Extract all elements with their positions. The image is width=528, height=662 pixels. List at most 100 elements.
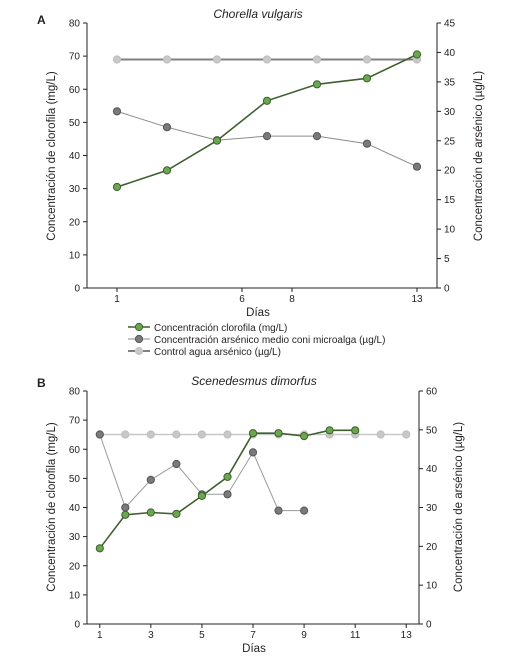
panel-a-series-control-point — [212, 55, 222, 64]
panel-a-series-control-point — [262, 55, 272, 64]
panel-a-x-tick-label: 1 — [114, 294, 120, 305]
panel-b-xlabel: Días — [242, 643, 266, 655]
panel-a-xlabel: Días — [246, 307, 270, 319]
panel-a-series-chlorophyll-point — [262, 96, 272, 105]
panel-b-series-arsenic-microalga-point — [274, 506, 283, 515]
panel-b-title: Scenedesmus dimorfus — [191, 374, 316, 388]
panel-a-series-control-point — [312, 55, 322, 64]
panel-b-x-tick-label: 5 — [199, 630, 205, 641]
legend-marker-control — [134, 346, 144, 356]
panel-a-series-chlorophyll-point — [412, 50, 422, 59]
panel-b-series-control-point — [223, 430, 232, 439]
panel-a-series-control-point — [162, 55, 172, 64]
legend: Concentración clorofila (mg/L) Concentra… — [128, 322, 385, 358]
panel-b-right-tick-label: 50 — [426, 425, 438, 436]
legend-label-control: Control agua arsénico (µg/L) — [154, 347, 281, 358]
panel-b-series-chlorophyll-point — [351, 426, 360, 435]
panel-a-left-tick-label: 80 — [69, 19, 81, 30]
panel-a-series-chlorophyll-point — [162, 166, 172, 175]
panel-b-x-tick-label: 1 — [97, 630, 103, 641]
panel-b: B Scenedesmus dimorfus Días Concentració… — [37, 374, 465, 655]
panel-a-series-chlorophyll-point — [362, 74, 372, 83]
panel-b-x-tick-label: 13 — [401, 630, 413, 641]
panel-b-x-tick-label: 9 — [301, 630, 307, 641]
panel-b-left-tick-label: 60 — [69, 445, 81, 456]
panel-b-series-arsenic-microalga-point — [95, 430, 104, 439]
panel-b-series-arsenic-microalga-point — [300, 506, 309, 515]
panel-a-series-arsenic-microalga-point — [312, 132, 322, 141]
panel-a-title: Chorella vulgaris — [213, 7, 302, 21]
panel-b-series-arsenic-microalga-point — [121, 503, 130, 512]
panel-a-ylabel-right: Concentración de arsénico (µg/L) — [473, 71, 485, 241]
panel-b-series-control-point — [376, 430, 385, 439]
panel-a-right-tick-label: 20 — [444, 166, 456, 177]
panel-a-left-tick-label: 70 — [69, 52, 81, 63]
panel-a-series-arsenic-microalga-point — [362, 139, 372, 148]
panel-a-series-chlorophyll-point — [212, 136, 222, 145]
panel-a-right-tick-label: 0 — [444, 284, 450, 295]
panel-b-series-control-point — [172, 430, 181, 439]
panel-a-series-arsenic-microalga-point — [162, 123, 172, 132]
panel-b-label: B — [37, 376, 46, 390]
panel-b-series-control-point — [402, 430, 411, 439]
panel-b-ylabel-left: Concentración de clorofila (mg/L) — [46, 422, 58, 592]
panel-a-left-tick-label: 0 — [74, 284, 80, 295]
panel-b-left-tick-label: 50 — [69, 474, 81, 485]
panel-b-series-control-point — [121, 430, 130, 439]
panel-a-right-tick-label: 30 — [444, 107, 456, 118]
panel-a-x-tick-label: 8 — [289, 294, 295, 305]
panel-b-x-tick-label: 7 — [250, 630, 256, 641]
panel-b-left-tick-label: 70 — [69, 416, 81, 427]
panel-a-left-tick-label: 20 — [69, 217, 81, 228]
panel-b-left-tick-label: 20 — [69, 561, 81, 572]
panel-b-left-tick-label: 80 — [69, 387, 81, 398]
panel-a-right-tick-label: 10 — [444, 225, 456, 236]
panel-b-left-tick-label: 0 — [74, 620, 80, 631]
panel-b-left-tick-label: 40 — [69, 503, 81, 514]
panel-b-series-arsenic-microalga-point — [172, 459, 181, 469]
legend-label-arsenic-microalga: Concentración arsénico medio coni microa… — [154, 335, 385, 346]
legend-item-arsenic-microalga: Concentración arsénico medio coni microa… — [128, 334, 385, 346]
panel-b-right-tick-label: 60 — [426, 387, 438, 398]
panel-a-series-arsenic-microalga-point — [262, 132, 272, 141]
panel-b-series-chlorophyll-point — [223, 472, 232, 481]
panel-b-right-tick-label: 20 — [426, 542, 438, 553]
panel-a-ylabel-left: Concentración de clorofila (mg/L) — [46, 71, 58, 241]
panel-b-right-tick-label: 30 — [426, 503, 438, 514]
panel-a-series-chlorophyll-point — [112, 182, 122, 192]
panel-b-right-tick-label: 40 — [426, 464, 438, 475]
panel-b-series-chlorophyll-point — [274, 429, 283, 438]
panel-a-plot: 0 10 20 30 40 50 60 70 80 0 5 10 15 20 25 30 35 40 45 1 6 8 13 — [69, 19, 456, 306]
panel-b-right-tick-label: 0 — [426, 620, 432, 631]
panel-a-x-tick-label: 6 — [239, 294, 245, 305]
panel-a-left-tick-label: 30 — [69, 184, 81, 195]
panel-a-right-tick-label: 25 — [444, 136, 456, 147]
panel-a-left-tick-label: 10 — [69, 250, 81, 261]
panel-a: A Chorella vulgaris Días Concentración d… — [37, 7, 485, 319]
panel-a-right-tick-label: 45 — [444, 19, 456, 30]
panel-a-right-tick-label: 35 — [444, 77, 456, 88]
panel-b-series-chlorophyll-point — [121, 510, 130, 519]
panel-a-right-tick-label: 5 — [444, 254, 450, 265]
panel-b-x-tick-label: 3 — [148, 630, 154, 641]
panel-b-series-control-point — [146, 430, 155, 439]
panel-b-series-chlorophyll-point — [197, 491, 206, 500]
panel-a-left-tick-label: 60 — [69, 85, 81, 96]
panel-b-series-chlorophyll-point — [300, 432, 309, 441]
panel-a-left-tick-label: 50 — [69, 118, 81, 129]
legend-item-chlorophyll: Concentración clorofila (mg/L) — [128, 322, 287, 334]
panel-b-left-tick-label: 30 — [69, 532, 81, 543]
panel-b-series-chlorophyll-point — [172, 509, 181, 519]
panel-b-series-arsenic-microalga-point — [223, 490, 232, 499]
panel-a-series-arsenic-microalga-point — [412, 162, 422, 171]
panel-a-series-control-point — [112, 55, 122, 64]
panel-b-x-tick-label: 11 — [350, 630, 361, 641]
legend-marker-arsenic-microalga — [134, 334, 144, 344]
panel-b-series-arsenic-microalga-point — [248, 448, 258, 457]
panel-a-left-tick-label: 40 — [69, 151, 81, 162]
panel-b-series-control-point — [197, 430, 206, 439]
legend-item-control: Control agua arsénico (µg/L) — [128, 346, 281, 358]
panel-b-right-tick-label: 10 — [426, 581, 438, 592]
